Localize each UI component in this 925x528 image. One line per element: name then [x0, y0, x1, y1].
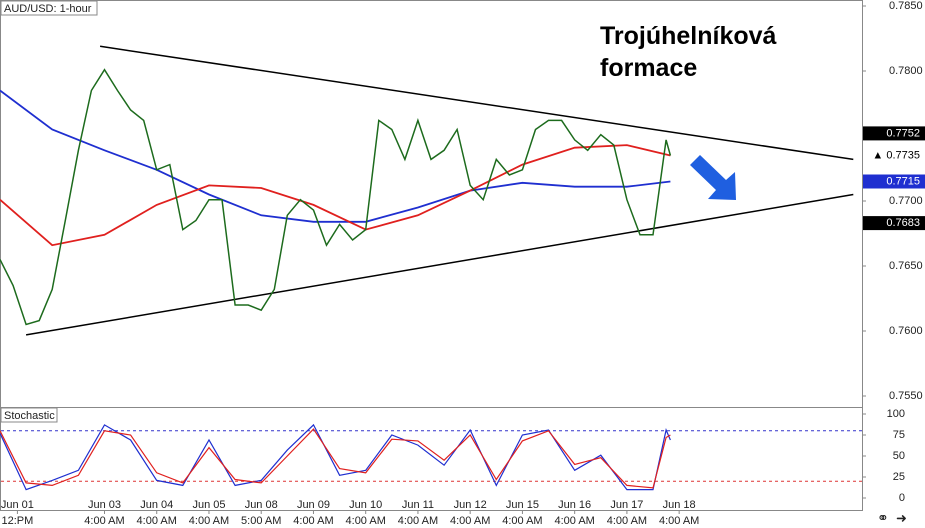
icon[interactable]: ⚭: [877, 510, 889, 526]
x-tick-label: Jun 10: [349, 499, 382, 511]
x-time-label: 4:00 AM: [293, 515, 333, 527]
y-tick-label: 25: [893, 471, 905, 483]
price-tag: [863, 216, 925, 231]
annotation: Trojúhelníková: [600, 22, 777, 50]
x-time-label: 4:00 AM: [554, 515, 594, 527]
x-tick-label: Jun 17: [610, 499, 643, 511]
annotation: formace: [600, 54, 697, 82]
icon[interactable]: ➜: [896, 510, 907, 525]
x-tick-label: Jun 18: [663, 499, 696, 511]
x-time-label: 4:00 AM: [450, 515, 490, 527]
title-box: [0, 0, 98, 16]
price-tag: [863, 174, 925, 189]
trendline: [99, 45, 854, 161]
x-time-label: 4:00 AM: [607, 515, 647, 527]
x-tick-label: Jun 03: [88, 499, 121, 511]
price-tag-label: 0.7683: [886, 217, 920, 229]
x-time-label: 12:PM: [2, 515, 34, 527]
arrow: [690, 155, 736, 200]
price-tag-label: ▲ 0.7735: [872, 149, 920, 161]
y-tick-label: 0.7650: [889, 260, 923, 272]
x-time-label: 5:00 AM: [241, 515, 281, 527]
stoch-title: Stochastic: [4, 410, 55, 422]
x-tick-label: Jun 04: [140, 499, 173, 511]
x-tick-label: Jun 05: [192, 499, 225, 511]
x-time-label: 4:00 AM: [659, 515, 699, 527]
stoch-title-box: [0, 407, 58, 423]
moving-average: [0, 89, 671, 223]
y-tick-label: 50: [893, 450, 905, 462]
x-time-label: 4:00 AM: [502, 515, 542, 527]
y-tick-label: 0.7550: [889, 390, 923, 402]
x-tick-label: Jun 11: [402, 499, 434, 511]
stoch-frame: [0, 407, 863, 511]
x-time-label: 4:00 AM: [398, 515, 438, 527]
price-tag-label: 0.7715: [886, 175, 920, 187]
y-tick-label: 75: [893, 429, 905, 441]
x-time-label: 4:00 AM: [84, 515, 124, 527]
price-tag: [863, 126, 925, 141]
y-tick-label: 0.7600: [889, 325, 923, 337]
x-tick-label: Jun 01: [1, 499, 34, 511]
x-time-label: 4:00 AM: [137, 515, 177, 527]
chart-title: AUD/USD: 1-hour: [4, 3, 92, 15]
price-line: [0, 68, 672, 326]
y-tick-label: 100: [887, 408, 905, 420]
stochastic-line: [0, 428, 671, 489]
x-tick-label: Jun 08: [245, 499, 278, 511]
y-tick-label: 0.7700: [889, 195, 923, 207]
x-tick-label: Jun 15: [506, 499, 539, 511]
x-time-label: 4:00 AM: [189, 515, 229, 527]
moving-average: [0, 144, 671, 247]
x-tick-label: Jun 16: [558, 499, 591, 511]
y-tick-label: 0.7850: [889, 0, 923, 12]
x-time-label: 4:00 AM: [346, 515, 386, 527]
x-tick-label: Jun 09: [297, 499, 330, 511]
price-tag: [863, 148, 925, 163]
price-tag-label: 0.7752: [886, 127, 920, 139]
trendline: [25, 193, 854, 336]
y-tick-label: 0: [899, 492, 905, 504]
y-tick-label: 0.7800: [889, 65, 923, 77]
x-tick-label: Jun 12: [454, 499, 487, 511]
